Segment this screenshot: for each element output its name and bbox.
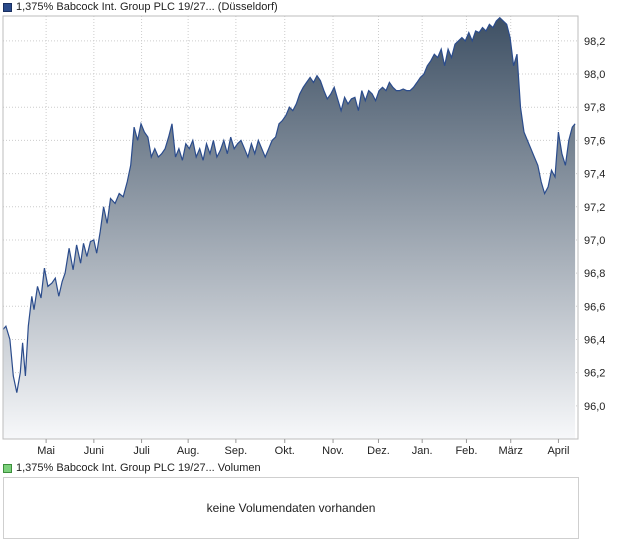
price-area [3, 18, 575, 439]
x-tick-label: Jan. [412, 445, 433, 457]
y-tick-label: 97,0 [584, 235, 605, 247]
volume-legend: 1,375% Babcock Int. Group PLC 19/27... V… [3, 461, 261, 475]
y-tick-label: 97,8 [584, 102, 605, 114]
x-tick-label: Feb. [455, 445, 477, 457]
y-tick-label: 97,4 [584, 169, 605, 181]
x-tick-label: Juni [84, 445, 104, 457]
volume-legend-label: 1,375% Babcock Int. Group PLC 19/27... V… [16, 462, 261, 474]
x-tick-label: Mai [37, 445, 55, 457]
x-tick-label: Okt. [275, 445, 295, 457]
volume-empty-message: keine Volumendaten vorhanden [207, 501, 376, 515]
x-tick-label: Juli [133, 445, 150, 457]
y-tick-label: 97,2 [584, 202, 605, 214]
y-tick-label: 96,0 [584, 401, 605, 413]
y-tick-label: 96,6 [584, 301, 605, 313]
y-tick-label: 96,4 [584, 334, 605, 346]
x-tick-label: März [498, 445, 522, 457]
volume-swatch-icon [3, 464, 12, 473]
price-chart: 96,0 96,2 96,4 96,6 96,8 97,0 97,2 97,4 97,6 97,8… [0, 0, 620, 460]
y-tick-label: 98,0 [584, 69, 605, 81]
y-tick-label: 98,2 [584, 36, 605, 48]
y-axis: 96,0 96,2 96,4 96,6 96,8 97,0 97,2 97,4 97,6 97,8… [584, 36, 605, 413]
x-tick-label: April [547, 445, 569, 457]
x-tick-label: Dez. [367, 445, 390, 457]
x-tick-label: Aug. [177, 445, 200, 457]
y-tick-label: 96,2 [584, 368, 605, 380]
y-tick-label: 96,8 [584, 268, 605, 280]
x-tick-label: Sep. [225, 445, 248, 457]
x-axis: Mai Juni Juli Aug. Sep. Okt. Nov. Dez. Jan. Feb. M… [37, 439, 569, 457]
x-tick-label: Nov. [322, 445, 344, 457]
volume-panel: keine Volumendaten vorhanden [3, 477, 579, 539]
y-tick-label: 97,6 [584, 135, 605, 147]
